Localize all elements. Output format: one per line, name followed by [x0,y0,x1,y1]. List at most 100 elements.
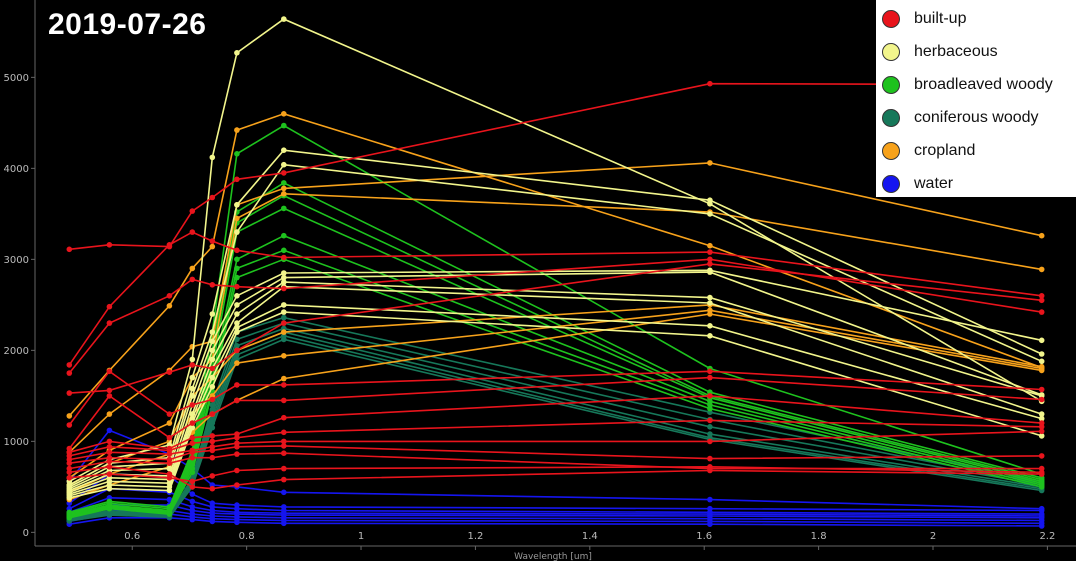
data-point [707,300,713,306]
data-point [234,451,240,457]
data-point [1038,428,1045,435]
legend-item-built-up: built-up [876,2,1076,35]
data-point [707,496,713,503]
data-point [209,411,216,417]
data-point [1038,309,1045,315]
data-point [209,374,216,381]
data-point [66,246,73,253]
data-point [234,320,240,326]
data-point [1038,351,1045,357]
data-point [281,397,287,404]
data-point [234,482,240,488]
data-point [166,496,173,503]
data-point [281,302,287,308]
y-tick-label: 4000 [4,164,29,175]
data-point [106,303,113,310]
data-point [189,478,196,485]
data-point [189,498,196,505]
data-point [707,393,713,399]
data-point [66,362,73,368]
data-point [707,464,713,470]
data-point [281,465,287,472]
data-point [707,368,713,375]
data-point [281,336,287,343]
data-point [66,515,73,521]
legend-label: herbaceous [914,42,998,60]
x-axis-title: Wavelength [um] [514,552,592,561]
data-point [66,370,73,376]
data-point [209,282,216,288]
data-point [281,16,287,22]
data-point [106,485,113,492]
data-point [707,424,713,430]
legend-label: cropland [914,141,976,159]
y-tick-label: 1000 [4,437,29,448]
data-point [189,362,196,368]
data-point [166,411,173,417]
data-point [234,50,240,56]
data-point [707,261,713,267]
data-point [166,451,173,457]
data-point [234,229,240,235]
data-point [209,329,216,335]
data-point [234,274,240,281]
data-point [234,336,240,343]
data-point [189,434,196,441]
data-point [189,454,196,461]
data-point [189,491,196,497]
legend-item-herbaceous: herbaceous [876,35,1076,68]
data-point [1038,337,1045,344]
data-point [1038,453,1045,459]
data-point [66,460,73,467]
data-point [106,444,113,450]
y-tick-label: 0 [23,528,29,539]
data-point [281,254,287,261]
data-point [707,333,713,339]
data-point [707,521,713,527]
data-point [281,122,287,129]
data-point [281,285,287,292]
data-point [707,160,713,166]
data-point [209,473,216,479]
data-point [707,80,713,87]
data-point [106,411,113,417]
data-point [66,390,73,396]
data-point [234,151,240,157]
data-point [234,343,240,349]
data-point [234,176,240,183]
data-point [234,352,240,358]
data-point [281,353,287,359]
data-point [707,323,713,329]
data-point [66,469,73,476]
data-point [1038,297,1045,304]
data-point [106,242,113,248]
data-point [707,374,713,381]
data-point [281,450,287,457]
y-tick-label: 5000 [4,73,29,84]
data-point [189,516,196,523]
data-point [281,329,287,335]
data-point [189,484,196,490]
data-point [166,293,173,299]
y-tick-label: 2000 [4,346,29,357]
data-point [281,414,287,421]
data-point [209,154,216,161]
data-point [106,449,113,456]
x-tick-label: 0.6 [124,531,140,542]
data-point [209,447,216,454]
legend-label: broadleaved woody [914,75,1053,93]
data-point [281,180,287,186]
data-point [1038,396,1045,403]
data-point [281,443,287,449]
data-point [1038,523,1045,529]
data-point [189,402,196,408]
legend: built-up herbaceous broadleaved woody co… [876,0,1076,197]
data-point [189,265,196,272]
x-tick-label: 1.8 [811,531,827,542]
data-point [281,375,287,382]
data-point [281,147,287,153]
data-point [234,247,240,254]
data-point [106,464,113,470]
data-point [209,433,216,439]
data-point [234,127,240,133]
